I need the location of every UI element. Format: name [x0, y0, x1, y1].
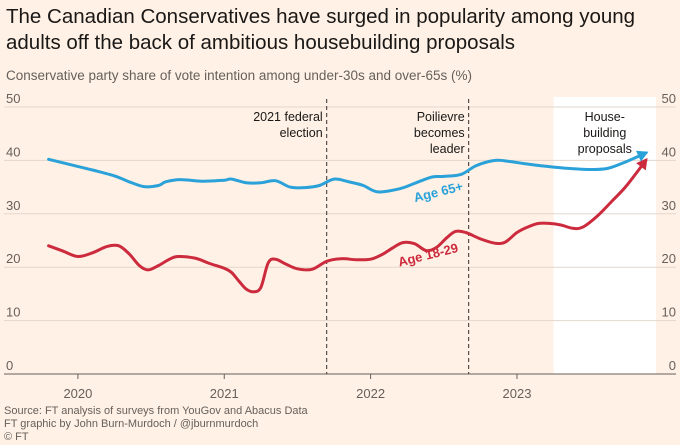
y-tick-label-left: 10 [6, 305, 20, 320]
y-tick-label-right: 40 [662, 144, 676, 159]
y-tick-label-left: 50 [6, 91, 20, 106]
series-line-age-18-29 [47, 158, 648, 294]
series-arrowhead-age-65-plus [635, 150, 649, 162]
series-line-age-65-plus [47, 151, 648, 194]
series-layer [47, 150, 649, 294]
y-tick-label-right: 30 [662, 198, 676, 213]
x-tick-label: 2022 [356, 386, 385, 401]
x-tick-label: 2023 [503, 386, 532, 401]
annotation-label: leader [430, 142, 465, 156]
annotation-label: 2021 federal [253, 110, 323, 124]
copyright-note: © FT [4, 431, 29, 443]
y-tick-label-left: 30 [6, 198, 20, 213]
grid-layer [4, 106, 676, 375]
series-direct-label: Age 18-29 [396, 240, 459, 269]
annotation-label: House- [585, 110, 625, 124]
y-tick-label-right: 0 [669, 358, 676, 373]
chart-title: The Canadian Conservatives have surged i… [6, 5, 636, 54]
annotation-label: building [583, 126, 626, 140]
annotation-label: Poilievre [417, 110, 465, 124]
line-chart: 2021 federal election Poilievre becomes lead… [4, 91, 676, 401]
y-tick-label-right: 10 [662, 305, 676, 320]
series-arrowhead-age-18-29 [636, 158, 648, 171]
highlight-band-layer [553, 97, 656, 374]
y-tick-label-right: 20 [662, 251, 676, 266]
y-tick-label-left: 40 [6, 144, 20, 159]
annotation-label: becomes [414, 126, 465, 140]
x-tick-label: 2020 [63, 386, 92, 401]
footer: Source: FT analysis of surveys from YouG… [4, 405, 308, 444]
annotation-label: election [280, 126, 323, 140]
annotation-label: proposals [578, 142, 632, 156]
y-tick-label-left: 0 [6, 358, 13, 373]
y-tick-label-left: 20 [6, 251, 20, 266]
chart-subtitle: Conservative party share of vote intenti… [6, 68, 473, 83]
y-tick-label-right: 50 [662, 91, 676, 106]
source-note: Source: FT analysis of surveys from YouG… [4, 405, 308, 417]
series-label-layer: Age 65+Age 18-29 [396, 178, 464, 269]
annotation-layer: 2021 federal election Poilievre becomes lead… [253, 99, 632, 374]
housebuilding-band [553, 97, 656, 374]
x-tick-label: 2021 [210, 386, 239, 401]
credit-note: FT graphic by John Burn-Murdoch / @jburn… [4, 418, 259, 430]
